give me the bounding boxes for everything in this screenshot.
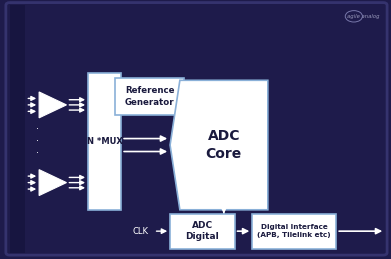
FancyBboxPatch shape (6, 3, 387, 255)
Text: ·
·
·: · · · (36, 125, 39, 158)
Text: agile analog: agile analog (347, 14, 380, 19)
Text: N *MUX: N *MUX (87, 137, 122, 146)
Polygon shape (39, 170, 66, 196)
FancyBboxPatch shape (88, 73, 121, 210)
Polygon shape (170, 80, 268, 210)
Text: ADC
Digital: ADC Digital (185, 221, 219, 241)
FancyBboxPatch shape (252, 214, 336, 249)
Bar (10, 5, 25, 253)
Text: Digital Interface
(APB, Tilelink etc): Digital Interface (APB, Tilelink etc) (257, 224, 331, 238)
Text: Reference
Generator: Reference Generator (125, 87, 174, 106)
FancyBboxPatch shape (170, 214, 235, 249)
FancyBboxPatch shape (115, 78, 184, 115)
Polygon shape (39, 92, 66, 118)
Text: ADC
Core: ADC Core (206, 130, 242, 161)
Text: CLK: CLK (133, 227, 149, 236)
